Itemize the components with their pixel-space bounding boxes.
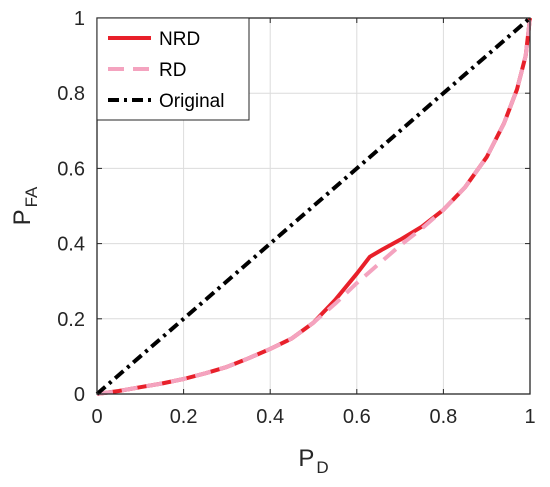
legend-label-nrd: NRD — [159, 29, 200, 50]
plot-frame — [96, 17, 531, 395]
x-tick-label: 0.4 — [256, 406, 284, 428]
x-tick-label: 1 — [524, 406, 535, 428]
series-lines — [95, 16, 532, 396]
legend-label-rd: RD — [159, 60, 186, 81]
series-line-rd — [96, 17, 532, 396]
y-tick-label: 0.2 — [57, 309, 85, 331]
x-tick-label: 0.8 — [429, 406, 457, 428]
y-axis-label-main: P — [9, 209, 36, 225]
y-tick-label: 1 — [74, 8, 85, 30]
y-axis-label: P FA — [9, 186, 41, 225]
x-axis-label-sub: D — [316, 458, 328, 477]
y-axis-label-sub: FA — [22, 186, 41, 207]
y-tick-label: 0.6 — [57, 158, 85, 180]
x-axis-label-main: P — [298, 445, 314, 472]
axis-ticks: 0 0.2 0.4 0.6 0.8 1 0 0.2 0.4 0.6 0.8 1 — [57, 8, 535, 428]
y-tick-label: 0.4 — [57, 234, 85, 256]
y-tick-label: 0 — [74, 384, 85, 406]
x-tick-label: 0 — [91, 406, 102, 428]
y-tick-label: 0.8 — [57, 83, 85, 105]
legend: NRD RD Original — [96, 17, 250, 121]
legend-label-original: Original — [159, 91, 224, 112]
x-tick-label: 0.2 — [170, 406, 198, 428]
x-tick-label: 0.6 — [343, 406, 371, 428]
